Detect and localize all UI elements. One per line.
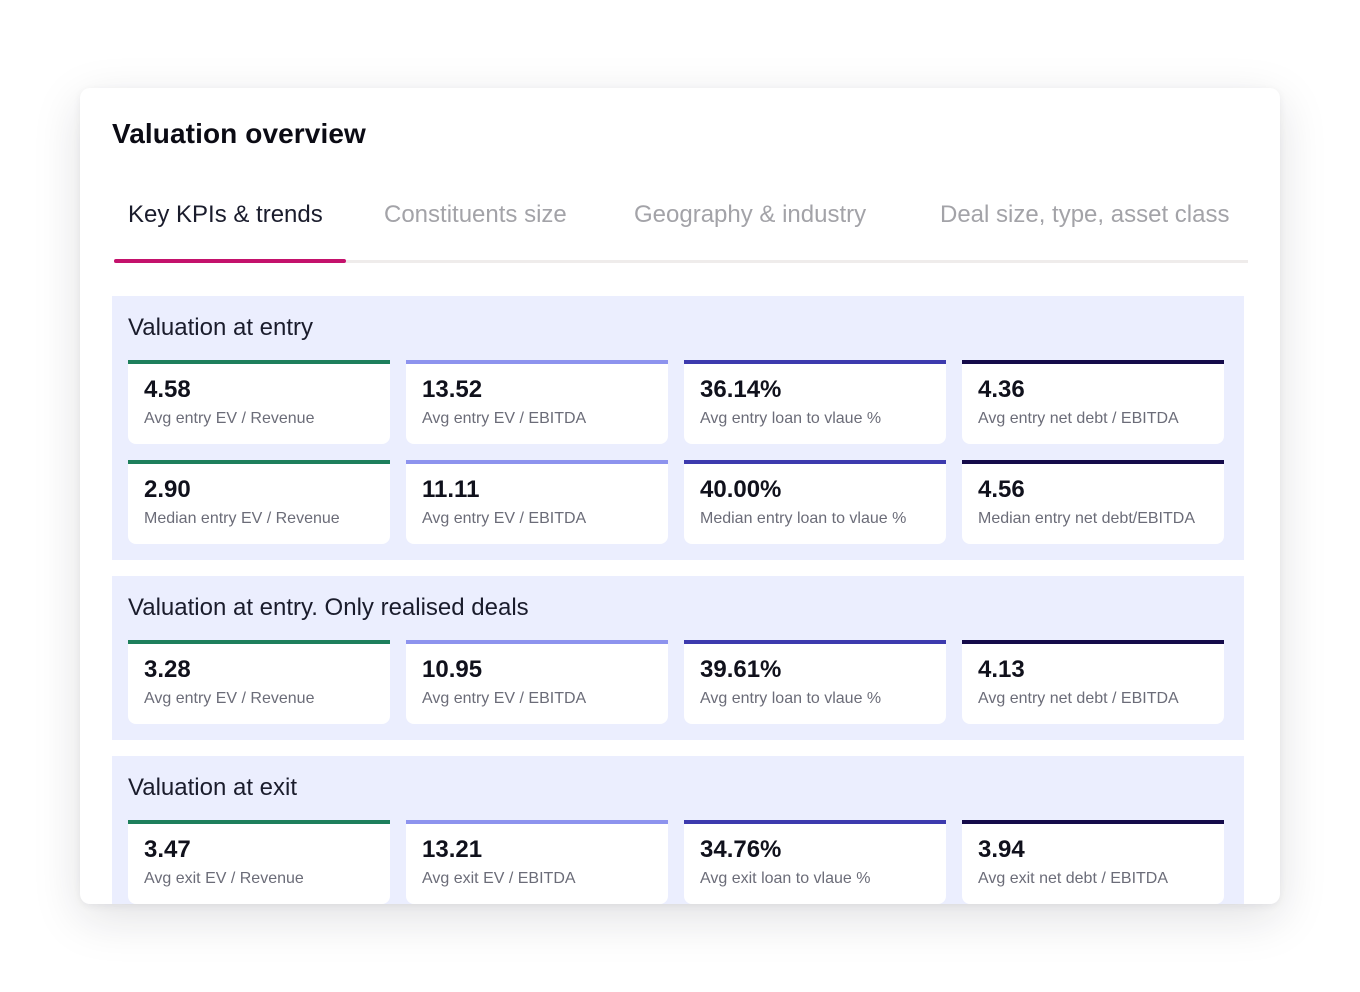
kpi-label: Avg entry net debt / EBITDA — [978, 410, 1179, 427]
kpi-card: 4.36 Avg entry net debt / EBITDA — [962, 360, 1224, 444]
tab-key-kpis-trends[interactable]: Key KPIs & trends — [128, 201, 323, 228]
kpi-label: Avg entry EV / Revenue — [144, 690, 315, 707]
kpi-value: 2.90 — [144, 476, 191, 503]
kpi-accent-bar — [128, 360, 390, 364]
kpi-card: 34.76% Avg exit loan to vlaue % — [684, 820, 946, 904]
kpi-value: 3.28 — [144, 656, 191, 683]
kpi-card: 4.13 Avg entry net debt / EBITDA — [962, 640, 1224, 724]
section-valuation-at-entry: Valuation at entry 4.58 Avg entry EV / R… — [112, 296, 1244, 560]
section-title: Valuation at exit — [128, 774, 297, 801]
tab-constituents-size[interactable]: Constituents size — [384, 201, 567, 228]
kpi-accent-bar — [684, 640, 946, 644]
kpi-card: 40.00% Median entry loan to vlaue % — [684, 460, 946, 544]
section-title: Valuation at entry. Only realised deals — [128, 594, 529, 621]
kpi-accent-bar — [684, 820, 946, 824]
tab-deal-size-type-asset-class[interactable]: Deal size, type, asset class — [940, 201, 1230, 228]
kpi-value: 13.21 — [422, 836, 483, 863]
kpi-value: 4.13 — [978, 656, 1025, 683]
kpi-value: 4.56 — [978, 476, 1025, 503]
kpi-value: 11.11 — [422, 476, 480, 503]
kpi-label: Avg entry EV / EBITDA — [422, 690, 587, 707]
section-valuation-at-exit: Valuation at exit 3.47 Avg exit EV / Rev… — [112, 756, 1244, 904]
kpi-label: Avg entry EV / EBITDA — [422, 510, 587, 527]
kpi-accent-bar — [962, 820, 1224, 824]
kpi-value: 13.52 — [422, 376, 483, 403]
active-tab-indicator — [114, 259, 346, 263]
kpi-label: Avg exit net debt / EBITDA — [978, 870, 1169, 887]
kpi-accent-bar — [128, 820, 390, 824]
kpi-label: Avg exit EV / EBITDA — [422, 870, 576, 887]
kpi-card: 11.11 Avg entry EV / EBITDA — [406, 460, 668, 544]
valuation-overview-card: Valuation overview Key KPIs & trends Con… — [80, 88, 1280, 904]
page-title: Valuation overview — [112, 118, 366, 149]
kpi-label: Avg entry net debt / EBITDA — [978, 690, 1179, 707]
kpi-label: Median entry net debt/EBITDA — [978, 510, 1195, 527]
kpi-accent-bar — [962, 640, 1224, 644]
kpi-accent-bar — [684, 360, 946, 364]
kpi-label: Avg entry EV / EBITDA — [422, 410, 587, 427]
kpi-card: 3.94 Avg exit net debt / EBITDA — [962, 820, 1224, 904]
section-title: Valuation at entry — [128, 314, 314, 341]
kpi-accent-bar — [406, 820, 668, 824]
kpi-card: 13.52 Avg entry EV / EBITDA — [406, 360, 668, 444]
kpi-value: 39.61% — [700, 656, 782, 683]
kpi-label: Median entry loan to vlaue % — [700, 510, 907, 527]
kpi-card: 13.21 Avg exit EV / EBITDA — [406, 820, 668, 904]
kpi-card: 3.28 Avg entry EV / Revenue — [128, 640, 390, 724]
kpi-card: 10.95 Avg entry EV / EBITDA — [406, 640, 668, 724]
kpi-accent-bar — [684, 460, 946, 464]
kpi-card: 3.47 Avg exit EV / Revenue — [128, 820, 390, 904]
kpi-accent-bar — [962, 360, 1224, 364]
kpi-value: 3.94 — [978, 836, 1025, 863]
kpi-label: Avg entry loan to vlaue % — [700, 690, 882, 707]
kpi-label: Median entry EV / Revenue — [144, 510, 340, 527]
kpi-value: 36.14% — [700, 376, 782, 403]
kpi-label: Avg entry EV / Revenue — [144, 410, 315, 427]
kpi-accent-bar — [128, 640, 390, 644]
kpi-value: 4.36 — [978, 376, 1025, 403]
section-valuation-at-entry-realised: Valuation at entry. Only realised deals … — [112, 576, 1244, 740]
kpi-label: Avg exit loan to vlaue % — [700, 870, 871, 887]
kpi-card: 4.56 Median entry net debt/EBITDA — [962, 460, 1224, 544]
kpi-value: 40.00% — [700, 476, 782, 503]
kpi-value: 3.47 — [144, 836, 191, 863]
tab-geography-industry[interactable]: Geography & industry — [634, 201, 867, 228]
kpi-accent-bar — [406, 360, 668, 364]
kpi-card: 39.61% Avg entry loan to vlaue % — [684, 640, 946, 724]
kpi-accent-bar — [128, 460, 390, 464]
kpi-accent-bar — [406, 460, 668, 464]
kpi-card: 36.14% Avg entry loan to vlaue % — [684, 360, 946, 444]
kpi-value: 4.58 — [144, 376, 191, 403]
kpi-value: 10.95 — [422, 656, 483, 683]
tab-bar: Key KPIs & trends Constituents size Geog… — [114, 184, 1248, 263]
kpi-accent-bar — [406, 640, 668, 644]
kpi-label: Avg exit EV / Revenue — [144, 870, 304, 887]
kpi-card: 4.58 Avg entry EV / Revenue — [128, 360, 390, 444]
kpi-value: 34.76% — [700, 836, 782, 863]
kpi-accent-bar — [962, 460, 1224, 464]
kpi-label: Avg entry loan to vlaue % — [700, 410, 882, 427]
kpi-card: 2.90 Median entry EV / Revenue — [128, 460, 390, 544]
